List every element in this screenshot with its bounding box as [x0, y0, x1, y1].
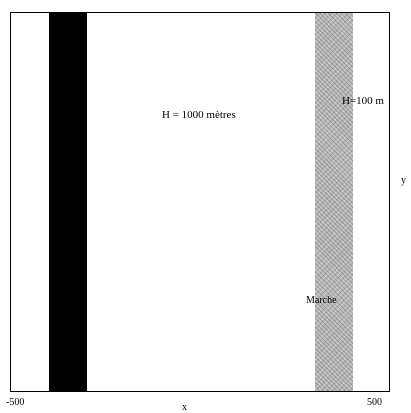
- x-min-tick-label: -500: [6, 397, 25, 408]
- dark-band: [49, 13, 87, 391]
- left-edge-mark: -: [82, 214, 85, 224]
- step-name-label: Marche: [306, 295, 337, 306]
- x-axis-label: x: [182, 402, 187, 413]
- gray-step-band: [315, 13, 353, 391]
- x-max-tick-label: 500: [367, 397, 382, 408]
- y-axis-label: y: [401, 175, 406, 186]
- main-depth-label: H = 1000 mètres: [162, 109, 236, 121]
- domain-frame: [10, 12, 390, 392]
- step-depth-label: H=100 m: [342, 95, 384, 107]
